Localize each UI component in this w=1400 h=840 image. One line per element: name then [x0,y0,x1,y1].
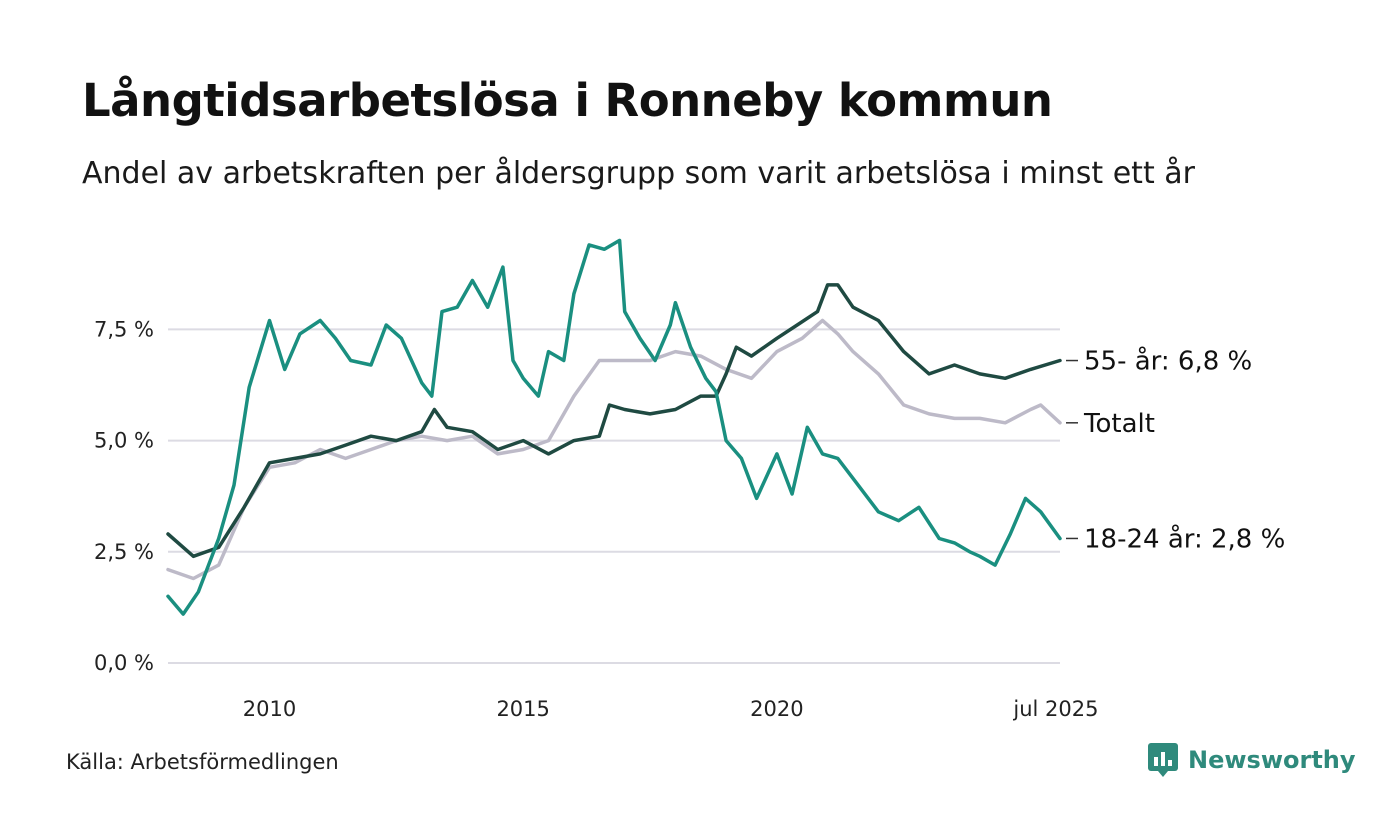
x-tick-label: 2010 [243,697,296,721]
series-label-senior: 55- år: 6,8 % [1084,346,1252,377]
y-axis-ticks: 0,0 % 2,5 % 5,0 % 7,5 % [94,317,154,675]
x-tick-label: 2020 [750,697,803,721]
brand-name: Newsworthy [1188,746,1356,774]
series-end-labels: 55- år: 6,8 % Totalt 18-24 år: 2,8 % [1066,346,1285,554]
series-label-total: Totalt [1083,409,1155,439]
brand-logo: Newsworthy [1148,743,1356,777]
chart-subtitle: Andel av arbetskraften per åldersgrupp s… [82,156,1195,191]
y-tick-label: 5,0 % [94,429,154,453]
series-line-senior [166,283,1062,559]
y-tick-label: 0,0 % [94,651,154,675]
x-axis-ticks: 2010 2015 2020 jul 2025 [243,697,1099,721]
series-lines [166,238,1062,616]
gridlines [168,328,1060,664]
chart-title: Långtidsarbetslösa i Ronneby kommun [82,74,1053,127]
y-tick-label: 7,5 % [94,317,154,341]
series-line-youth [166,238,1062,616]
x-tick-label: 2015 [496,697,549,721]
x-tick-label: jul 2025 [1012,697,1098,721]
source-note: Källa: Arbetsförmedlingen [66,750,339,774]
series-label-youth: 18-24 år: 2,8 % [1084,523,1285,554]
series-line-total [166,318,1062,581]
bar-chart-speech-bubble-icon [1148,743,1178,777]
y-tick-label: 2,5 % [94,540,154,564]
